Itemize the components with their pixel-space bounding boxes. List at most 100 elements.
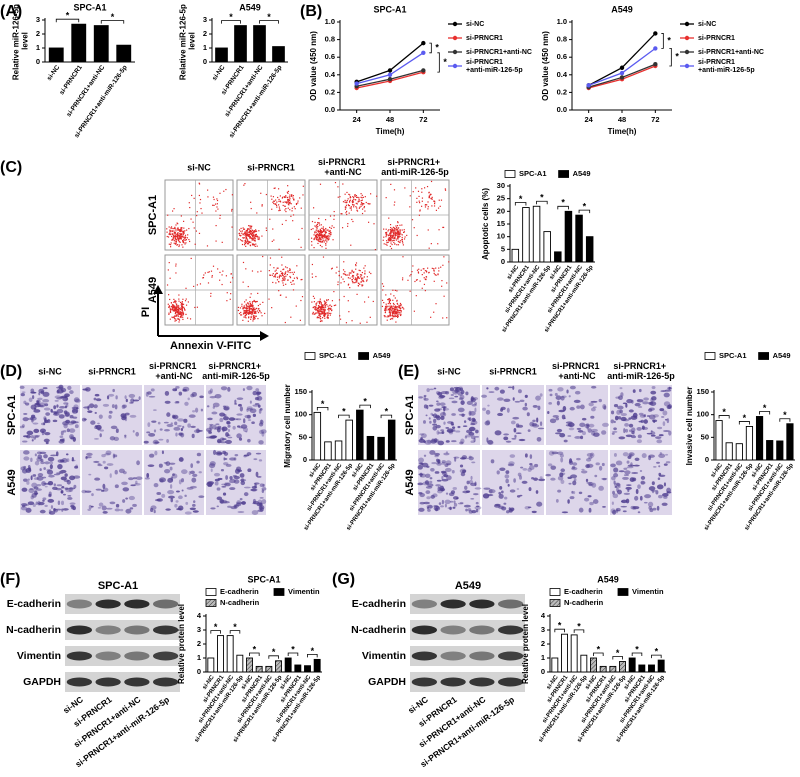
flow-dot (243, 313, 244, 314)
flow-dot (257, 293, 258, 294)
flow-dot (285, 322, 286, 323)
flow-dot (364, 273, 365, 274)
flow-plot (309, 255, 377, 325)
cell (454, 396, 458, 398)
cell (151, 388, 155, 391)
y-tick-label: 0.4 (325, 70, 336, 79)
flow-dot (346, 322, 347, 323)
flow-dot (283, 277, 284, 278)
cell (509, 509, 513, 513)
cell (564, 440, 568, 443)
cell (252, 510, 259, 515)
flow-dot (273, 267, 274, 268)
flow-dot (171, 230, 172, 231)
column-label: si-PRNCR1 (247, 162, 295, 172)
panel-label: (F) (0, 571, 20, 588)
legend-label: Vimentin (288, 587, 320, 596)
chart: A5490.00.20.40.60.81.0OD value (450 nm)2… (541, 4, 764, 136)
flow-dot (359, 270, 360, 271)
cell (159, 464, 163, 468)
cell (32, 395, 34, 399)
cell (591, 386, 596, 389)
flow-dot (325, 306, 326, 307)
flow-dot (353, 206, 354, 207)
cell (663, 496, 667, 499)
cell (174, 422, 177, 426)
cell (59, 436, 63, 439)
cell (574, 478, 577, 481)
cell (442, 462, 445, 465)
cell (47, 419, 50, 423)
flow-dot (217, 268, 218, 269)
band (153, 678, 178, 687)
column-label: si-PRNCR1+ anti-miR-126-5p (607, 361, 675, 381)
cell (136, 476, 143, 480)
flow-dot (217, 208, 218, 209)
flow-dot (338, 271, 339, 272)
flow-dot (327, 236, 328, 237)
flow-dot (289, 270, 290, 271)
cell (644, 414, 646, 417)
flow-dot (171, 309, 172, 310)
cell (44, 505, 47, 507)
cell (248, 419, 251, 421)
flow-dot (352, 204, 353, 205)
cell (460, 400, 464, 405)
legend-label: SPC-A1 (519, 169, 547, 178)
flow-dot (303, 186, 304, 187)
cell (471, 396, 474, 401)
flow-dot (173, 316, 174, 317)
y-axis-label: OD value (450 nm) (309, 31, 318, 101)
cell (666, 461, 671, 463)
cell (260, 497, 264, 499)
cell (520, 467, 523, 469)
flow-dot (324, 301, 325, 302)
blot-strip (410, 594, 525, 614)
flow-dot (239, 313, 240, 314)
flow-dot (389, 298, 390, 299)
flow-dot (239, 233, 240, 234)
flow-dot (221, 274, 222, 275)
cell (532, 420, 536, 422)
flow-dot (251, 208, 252, 209)
flow-dot (169, 230, 170, 231)
cell (452, 426, 455, 429)
point (388, 77, 392, 81)
flow-dot (252, 306, 253, 307)
bar (218, 636, 224, 672)
flow-dot (401, 224, 402, 225)
flow-dot (385, 233, 386, 234)
cell (201, 409, 203, 412)
cell (522, 407, 527, 411)
cell (149, 454, 154, 458)
flow-dot (392, 240, 393, 241)
flow-dot (175, 307, 176, 308)
flow-dot (289, 209, 290, 210)
flow-dot (319, 303, 320, 304)
cell (617, 406, 623, 410)
flow-dot (288, 202, 289, 203)
flow-dot (357, 197, 358, 198)
flow-dot (362, 209, 363, 210)
flow-dot (430, 198, 431, 199)
cell (190, 463, 193, 468)
flow-dot (277, 197, 278, 198)
band (95, 600, 120, 609)
flow-dot (440, 267, 441, 268)
row-label: A549 (404, 469, 416, 495)
flow-plot (165, 255, 233, 325)
flow-dot (335, 182, 336, 183)
flow-dot (389, 312, 390, 313)
cell (217, 427, 221, 432)
flow-dot (318, 235, 319, 236)
cell (562, 511, 568, 513)
flow-dot (194, 198, 195, 199)
flow-dot (350, 196, 351, 197)
flow-dot (243, 307, 244, 308)
flow-dot (413, 191, 414, 192)
flow-dot (432, 268, 433, 269)
flow-dot (244, 244, 245, 245)
cell (72, 408, 75, 412)
flow-dot (197, 284, 198, 285)
legend-label: E-cadherin (220, 587, 259, 596)
